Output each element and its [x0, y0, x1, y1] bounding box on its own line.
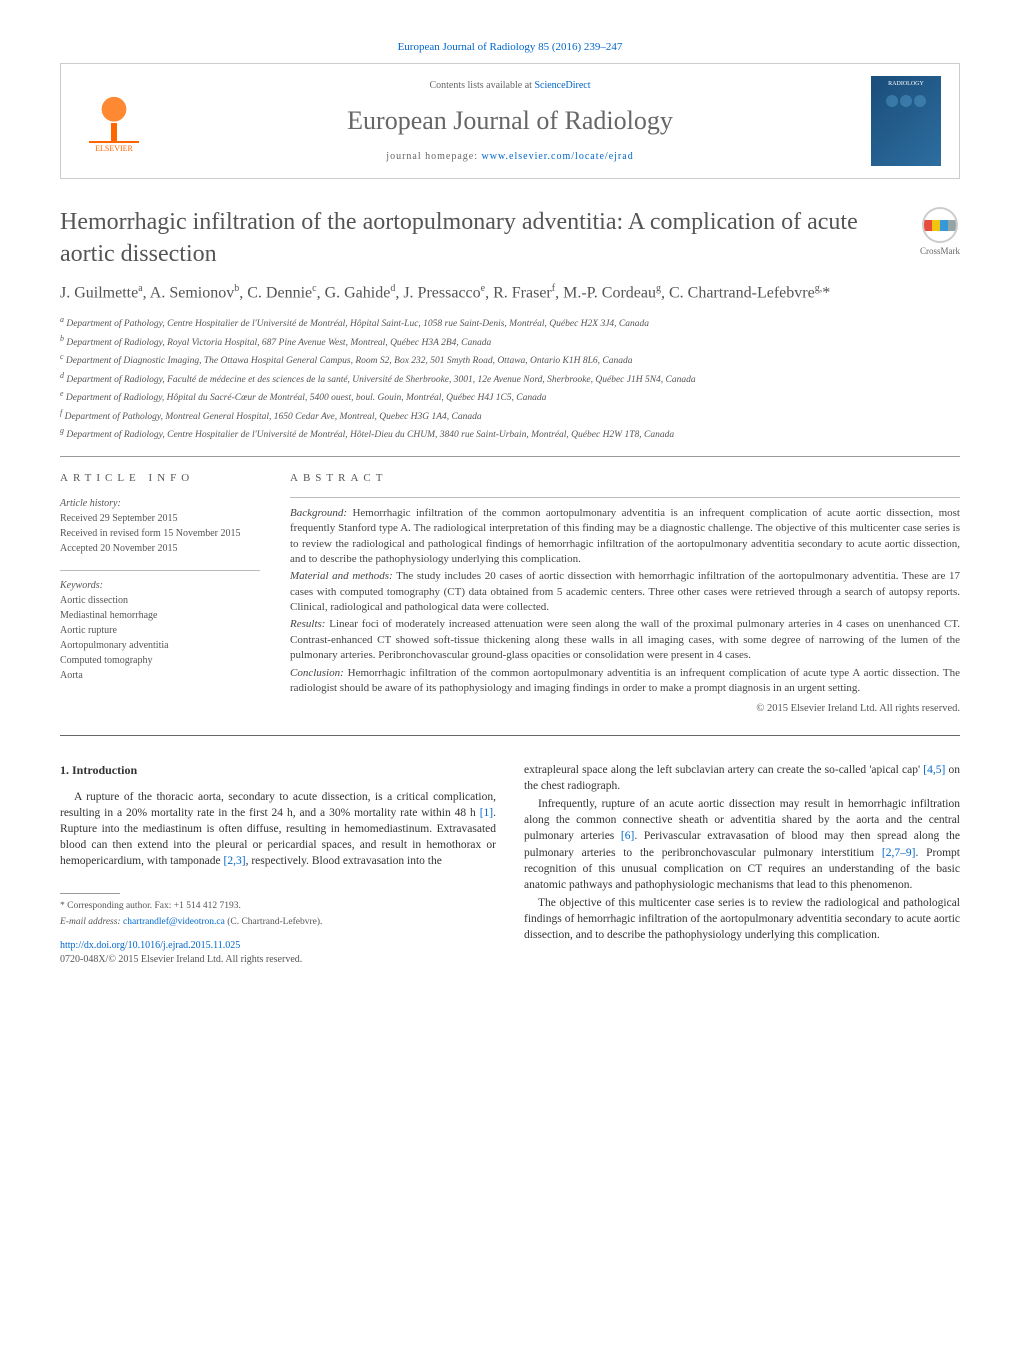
affiliation-item: d Department of Radiology, Faculté de mé… [60, 370, 960, 387]
elsevier-label: ELSEVIER [95, 143, 133, 154]
elsevier-tree-icon [89, 88, 139, 143]
affiliation-item: f Department of Pathology, Montreal Gene… [60, 407, 960, 424]
cover-label: RADIOLOGY [888, 80, 924, 88]
cover-graphic-icon [886, 95, 926, 107]
conclusion-text: Hemorrhagic infiltration of the common a… [290, 667, 960, 694]
body-p1a: A rupture of the thoracic aorta, seconda… [60, 791, 496, 819]
intro-heading: 1. Introduction [60, 762, 496, 779]
body-p4: The objective of this multicenter case s… [524, 895, 960, 943]
doi-link[interactable]: http://dx.doi.org/10.1016/j.ejrad.2015.1… [60, 940, 240, 951]
keyword-item: Aortic rupture [60, 624, 260, 638]
body-p1c: , respectively. Blood extravasation into… [246, 855, 442, 867]
history-label: Article history: [60, 497, 260, 511]
email-link[interactable]: chartrandlef@videotron.ca [123, 917, 225, 927]
journal-cover-thumbnail[interactable]: RADIOLOGY [871, 76, 941, 166]
citation-link[interactable]: [2,3] [224, 855, 246, 867]
results-text: Linear foci of moderately increased atte… [290, 618, 960, 661]
abstract-text: Background: Hemorrhagic infiltration of … [290, 506, 960, 697]
contents-line: Contents lists available at ScienceDirec… [149, 79, 871, 93]
citation-link[interactable]: [6] [621, 830, 634, 842]
crossmark-badge[interactable]: CrossMark [920, 207, 960, 258]
divider [60, 735, 960, 736]
conclusion-label: Conclusion: [290, 667, 344, 679]
journal-citation[interactable]: European Journal of Radiology 85 (2016) … [60, 40, 960, 55]
background-label: Background: [290, 507, 347, 519]
email-suffix: (C. Chartrand-Lefebvre). [225, 917, 323, 927]
email-label: E-mail address: [60, 917, 123, 927]
affiliation-item: g Department of Radiology, Centre Hospit… [60, 425, 960, 442]
affiliation-item: c Department of Diagnostic Imaging, The … [60, 351, 960, 368]
doi-block: http://dx.doi.org/10.1016/j.ejrad.2015.1… [60, 939, 496, 967]
keywords-label: Keywords: [60, 579, 260, 593]
crossmark-icon [922, 207, 958, 243]
affiliations: a Department of Pathology, Centre Hospit… [60, 314, 960, 442]
journal-header: ELSEVIER Contents lists available at Sci… [60, 63, 960, 179]
citation-link[interactable]: [4,5] [923, 764, 945, 776]
authors-list: J. Guilmettea, A. Semionovb, C. Denniec,… [60, 282, 960, 305]
affiliation-item: b Department of Radiology, Royal Victori… [60, 333, 960, 350]
homepage-prefix: journal homepage: [386, 151, 481, 162]
accepted-date: Accepted 20 November 2015 [60, 542, 260, 556]
divider [290, 497, 960, 498]
homepage-link[interactable]: www.elsevier.com/locate/ejrad [482, 151, 634, 162]
crossmark-label: CrossMark [920, 245, 960, 258]
results-label: Results: [290, 618, 325, 630]
background-text: Hemorrhagic infiltration of the common a… [290, 507, 960, 565]
keyword-item: Mediastinal hemorrhage [60, 609, 260, 623]
footnote-separator [60, 893, 120, 894]
sciencedirect-link[interactable]: ScienceDirect [534, 80, 590, 91]
affiliation-item: e Department of Radiology, Hôpital du Sa… [60, 388, 960, 405]
contents-prefix: Contents lists available at [429, 80, 534, 91]
abstract-label: ABSTRACT [290, 471, 960, 486]
revised-date: Received in revised form 15 November 201… [60, 527, 260, 541]
article-info-label: ARTICLE INFO [60, 471, 260, 486]
journal-name: European Journal of Radiology [149, 103, 871, 139]
keyword-item: Computed tomography [60, 654, 260, 668]
affiliation-item: a Department of Pathology, Centre Hospit… [60, 314, 960, 331]
homepage-line: journal homepage: www.elsevier.com/locat… [149, 150, 871, 164]
issn-line: 0720-048X/© 2015 Elsevier Ireland Ltd. A… [60, 954, 302, 965]
footnotes: * Corresponding author. Fax: +1 514 412 … [60, 900, 496, 929]
citation-link[interactable]: [2,7–9] [882, 847, 916, 859]
keyword-item: Aortopulmonary adventitia [60, 639, 260, 653]
received-date: Received 29 September 2015 [60, 512, 260, 526]
citation-link[interactable]: [1] [480, 807, 493, 819]
body-text: 1. Introduction A rupture of the thoraci… [60, 762, 960, 967]
elsevier-logo[interactable]: ELSEVIER [79, 81, 149, 161]
divider [60, 456, 960, 457]
keywords-list: Aortic dissectionMediastinal hemorrhageA… [60, 594, 260, 683]
methods-label: Material and methods: [290, 570, 393, 582]
keyword-item: Aorta [60, 669, 260, 683]
abstract-copyright: © 2015 Elsevier Ireland Ltd. All rights … [290, 702, 960, 717]
keyword-item: Aortic dissection [60, 594, 260, 608]
body-p2a: extrapleural space along the left subcla… [524, 764, 923, 776]
article-title: Hemorrhagic infiltration of the aortopul… [60, 207, 920, 269]
corresponding-author: * Corresponding author. Fax: +1 514 412 … [60, 900, 496, 913]
